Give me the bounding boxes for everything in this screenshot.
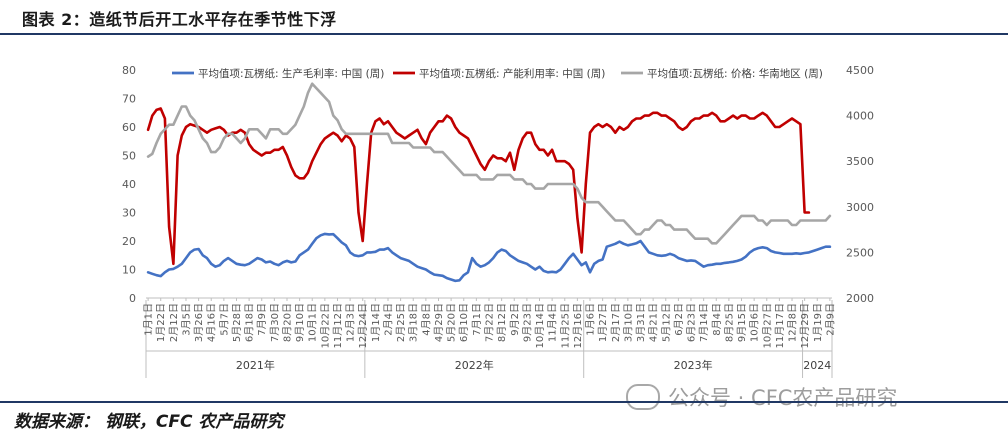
x-tick-label: 1月19日 (812, 303, 824, 342)
x-tick-label: 2月17日 (610, 303, 622, 342)
x-tick-label: 6月2日 (673, 303, 685, 336)
x-tick-label: 12月3日 (345, 303, 357, 342)
x-tick-label: 1月1日 (143, 303, 155, 336)
left-tick-label: 80 (122, 64, 136, 77)
x-tick-label: 12月8日 (787, 303, 799, 342)
x-tick-label: 5月28日 (231, 303, 243, 342)
x-tick-label: 9月2日 (509, 303, 521, 336)
x-tick-label: 7月1日 (471, 303, 483, 336)
x-tick-label: 1月27日 (597, 303, 609, 342)
x-tick-label: 4月16日 (206, 303, 218, 342)
right-tick-label: 4000 (846, 110, 874, 123)
series-line (146, 82, 832, 245)
x-tick-label: 7月14日 (698, 303, 710, 342)
year-label: 2023年 (674, 358, 713, 372)
x-tick-label: 2月12日 (168, 303, 180, 342)
left-tick-label: 50 (122, 150, 136, 163)
x-tick-label: 2月4日 (382, 303, 394, 336)
series-line (146, 232, 832, 283)
chart-axes (145, 297, 833, 378)
x-tick-label: 1月6日 (585, 303, 597, 336)
x-tick-label: 8月4日 (711, 303, 723, 336)
legend-entry: 平均值项:瓦楞纸: 价格: 华南地区 (周) (647, 67, 823, 80)
source-note: 数据来源： 钢联，CFC 农产品研究 (14, 412, 284, 432)
x-tick-label: 3月5日 (180, 303, 192, 336)
x-tick-label: 1月14日 (370, 303, 382, 342)
x-tick-label: 11月4日 (547, 303, 559, 342)
left-tick-label: 30 (122, 207, 136, 220)
year-label: 2024 (803, 359, 831, 372)
left-tick-label: 0 (129, 292, 136, 305)
figure-title: 图表 2：造纸节后开工水平存在季节性下浮 (22, 10, 337, 29)
x-tick-label: 9月23日 (521, 303, 533, 342)
x-tick-label: 8月20日 (281, 303, 293, 342)
line-chart: 平均值项:瓦楞纸: 生产毛利率: 中国 (周) 平均值项:瓦楞纸: 产能利用率: … (122, 64, 874, 378)
x-tick-label: 6月10日 (458, 303, 470, 342)
x-tick-label: 8月25日 (723, 303, 735, 342)
right-tick-label: 2000 (846, 292, 874, 305)
left-tick-label: 10 (122, 264, 136, 277)
x-tick-label: 10月22日 (319, 303, 331, 348)
axis-labels: 0 10 20 30 40 50 60 70 80 2000 2500 3000 3500 4000 450… (122, 64, 874, 372)
x-tick-label: 5月12日 (660, 303, 672, 342)
left-tick-label: 40 (122, 178, 136, 191)
right-tick-label: 3000 (846, 201, 874, 214)
chart-legend: 平均值项:瓦楞纸: 生产毛利率: 中国 (周) 平均值项:瓦楞纸: 产能利用率: … (172, 67, 823, 80)
right-tick-label: 3500 (846, 155, 874, 168)
x-tick-label: 4月29日 (433, 303, 445, 342)
legend-entry: 平均值项:瓦楞纸: 生产毛利率: 中国 (周) (198, 67, 384, 80)
x-tick-label: 2月25日 (395, 303, 407, 342)
title-rule (0, 33, 1008, 35)
x-tick-label: 12月24日 (357, 303, 369, 348)
x-tick-label: 2月9日 (824, 303, 836, 336)
left-tick-label: 60 (122, 121, 136, 134)
series-layer (146, 82, 832, 283)
x-tick-label: 10月27日 (761, 303, 773, 348)
x-tick-label: 11月17日 (774, 303, 786, 348)
x-tick-label: 4月8日 (420, 303, 432, 336)
x-tick-label: 12月29日 (799, 303, 811, 348)
x-tick-label: 3月26日 (193, 303, 205, 342)
x-tick-label: 4月21日 (648, 303, 660, 342)
x-tick-label: 3月10日 (622, 303, 634, 342)
watermark: 公众号 · CFC农产品研究 (626, 382, 897, 412)
x-tick-label: 11月12日 (332, 303, 344, 348)
x-tick-label: 9月15日 (736, 303, 748, 342)
x-tick-label: 3月31日 (635, 303, 647, 342)
series-line (146, 107, 811, 266)
x-tick-label: 10月6日 (749, 303, 761, 342)
x-tick-label: 5月20日 (446, 303, 458, 342)
x-tick-label: 3月18日 (408, 303, 420, 342)
x-tick-label: 7月22日 (484, 303, 496, 342)
x-tick-label: 1月22日 (155, 303, 167, 342)
right-tick-label: 4500 (846, 64, 874, 77)
left-tick-label: 70 (122, 93, 136, 106)
x-tick-label: 10月1日 (307, 303, 319, 342)
right-tick-label: 2500 (846, 246, 874, 259)
x-tick-label: 6月23日 (686, 303, 698, 342)
wechat-icon (626, 384, 660, 410)
x-tick-label: 6月18日 (244, 303, 256, 342)
x-tick-label: 9月10日 (294, 303, 306, 342)
x-tick-label: 8月12日 (496, 303, 508, 342)
x-tick-label: 7月9日 (256, 303, 268, 336)
x-tick-label: 12月16日 (572, 303, 584, 348)
x-tick-label: 10月14日 (534, 303, 546, 348)
year-label: 2022年 (455, 358, 494, 372)
x-tick-label: 5月7日 (218, 303, 230, 336)
legend-entry: 平均值项:瓦楞纸: 产能利用率: 中国 (周) (419, 67, 605, 80)
x-tick-label: 7月30日 (269, 303, 281, 342)
left-tick-label: 20 (122, 235, 136, 248)
watermark-text: 公众号 · CFC农产品研究 (668, 386, 898, 410)
x-tick-label: 11月25日 (559, 303, 571, 348)
year-label: 2021年 (236, 358, 275, 372)
source-rule (0, 401, 1008, 403)
